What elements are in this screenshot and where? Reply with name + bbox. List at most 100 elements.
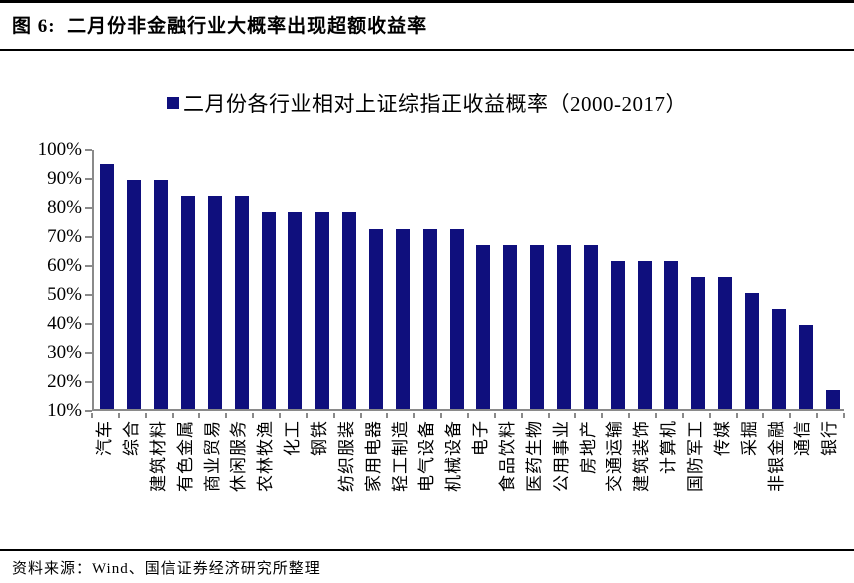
x-axis-category-label: 机械设备 [444, 420, 464, 492]
source-note: 资料来源：Wind、国信证券经济研究所整理 [12, 561, 321, 577]
x-axis-category-label: 房地产 [578, 420, 598, 474]
x-axis-category-label: 计算机 [659, 420, 679, 474]
x-axis-label-cell: 房地产 [575, 420, 602, 546]
y-axis-tick-mark [85, 381, 92, 383]
x-axis-label-cell: 食品饮料 [495, 420, 522, 546]
x-axis-category-label: 公用事业 [551, 420, 571, 492]
x-axis-label-cell: 商业贸易 [199, 420, 226, 546]
y-axis-tick-label: 10% [47, 400, 82, 421]
x-axis-tick-mark [467, 413, 469, 418]
x-axis-category-label: 交通运输 [605, 420, 625, 492]
x-axis-label-cell: 休闲服务 [226, 420, 253, 546]
x-axis-label-cell: 银行 [817, 420, 844, 546]
x-axis-tick-mark [655, 413, 657, 418]
bar-家用电器 [369, 228, 383, 409]
x-axis-label-cell: 医药生物 [522, 420, 549, 546]
x-axis-category-label: 化工 [283, 420, 303, 456]
bar-商业贸易 [207, 196, 222, 409]
bar-农林牧渔 [261, 212, 276, 409]
bar-食品饮料 [503, 244, 518, 409]
x-axis-label-cell: 公用事业 [549, 420, 576, 546]
x-axis-tick-mark [117, 413, 120, 418]
x-axis-label-cell: 家用电器 [361, 420, 388, 546]
x-axis-tick-mark [91, 413, 93, 418]
y-axis-tick-label: 30% [47, 342, 82, 363]
bar-chart-plot-area [92, 150, 844, 411]
x-axis-tick-mark [816, 413, 819, 418]
x-axis-category-label: 钢铁 [309, 420, 329, 456]
x-axis-tick-mark [279, 413, 281, 418]
x-axis-tick-mark [601, 413, 604, 418]
x-axis-label-cell: 国防军工 [683, 420, 710, 546]
y-axis-tick-label: 50% [47, 284, 82, 305]
bar-钢铁 [315, 212, 330, 409]
x-axis-tick-mark [252, 413, 255, 418]
x-axis-category-label: 家用电器 [363, 420, 383, 492]
x-axis-tick-mark [762, 413, 765, 418]
bar-交通运输 [610, 260, 625, 409]
x-axis-category-label: 电气设备 [417, 420, 437, 492]
x-axis-category-label: 国防军工 [685, 420, 705, 492]
x-axis-tick-mark [574, 413, 577, 418]
legend-series-label: 二月份各行业相对上证综指正收益概率（2000-2017） [183, 92, 687, 116]
x-axis-category-label: 农林牧渔 [256, 420, 276, 492]
bar-电气设备 [422, 228, 437, 409]
bar-通信 [798, 325, 813, 409]
x-axis-label-cell: 电气设备 [414, 420, 441, 546]
bar-综合 [127, 180, 142, 409]
x-axis-category-label: 电子 [471, 420, 491, 456]
x-axis-label-cell: 建筑材料 [146, 420, 173, 546]
x-axis-tick-mark [789, 413, 792, 418]
x-axis-tick-mark [386, 413, 389, 418]
y-axis-tick-mark [85, 178, 92, 180]
x-axis-tick-mark [144, 413, 147, 418]
x-axis-label-cell: 综合 [119, 420, 146, 546]
bar-电子 [476, 244, 491, 409]
bar-房地产 [583, 244, 598, 409]
bar-采掘 [745, 293, 759, 409]
x-axis-category-label: 食品饮料 [497, 420, 517, 492]
bar-银行 [825, 389, 840, 409]
y-axis-tick-label: 70% [47, 226, 82, 247]
x-axis-category-label: 纺织服装 [336, 420, 356, 492]
x-axis-category-label: 银行 [820, 420, 840, 456]
x-axis-category-label: 建筑装饰 [632, 420, 652, 492]
x-axis-category-label: 商业贸易 [202, 420, 222, 492]
bar-机械设备 [449, 228, 464, 409]
figure-title: 图 6: 二月份非金融行业大概率出现超额收益率 [12, 16, 428, 37]
x-axis-label-cell: 建筑装饰 [629, 420, 656, 546]
x-axis-tick-mark [547, 413, 550, 418]
bar-建筑装饰 [637, 260, 652, 409]
y-axis-tick-label: 40% [47, 313, 82, 334]
y-axis-tick-label: 60% [47, 255, 82, 276]
x-axis-tick-mark [440, 413, 443, 418]
x-axis-tick-mark [628, 413, 631, 418]
x-axis-category-label: 综合 [121, 420, 141, 456]
x-axis-category-label: 休闲服务 [229, 420, 249, 492]
bar-化工 [288, 212, 303, 409]
x-axis-tick-mark [171, 413, 174, 418]
x-axis-tick-mark [735, 413, 738, 418]
x-axis-category-labels: 汽车 综合 建筑材料 有色金属 商业贸易 休闲服务 农林牧渔 化工 钢铁 纺织服装 家用电器 轻工制造… [92, 420, 844, 546]
x-axis-label-cell: 交通运输 [602, 420, 629, 546]
x-axis-category-label: 医药生物 [524, 420, 544, 492]
bar-公用事业 [557, 244, 571, 409]
x-axis-tick-mark [225, 413, 228, 418]
x-axis-tick-mark [708, 413, 711, 418]
y-axis-tick-mark [85, 352, 92, 354]
x-axis-tick-mark [332, 413, 335, 418]
bar-有色金属 [181, 196, 195, 409]
x-axis-category-label: 通信 [793, 420, 813, 456]
bar-传媒 [718, 276, 733, 409]
x-axis-category-label: 轻工制造 [390, 420, 410, 492]
legend-series-marker-icon [167, 97, 179, 109]
x-axis-label-cell: 汽车 [92, 420, 119, 546]
x-axis-label-cell: 电子 [468, 420, 495, 546]
bar-纺织服装 [342, 212, 357, 409]
y-axis-tick-mark [85, 323, 92, 325]
x-axis-tick-mark [359, 413, 362, 418]
x-axis-tick-mark [493, 413, 496, 418]
x-axis-tick-mark [305, 413, 308, 418]
x-axis-label-cell: 纺织服装 [334, 420, 361, 546]
